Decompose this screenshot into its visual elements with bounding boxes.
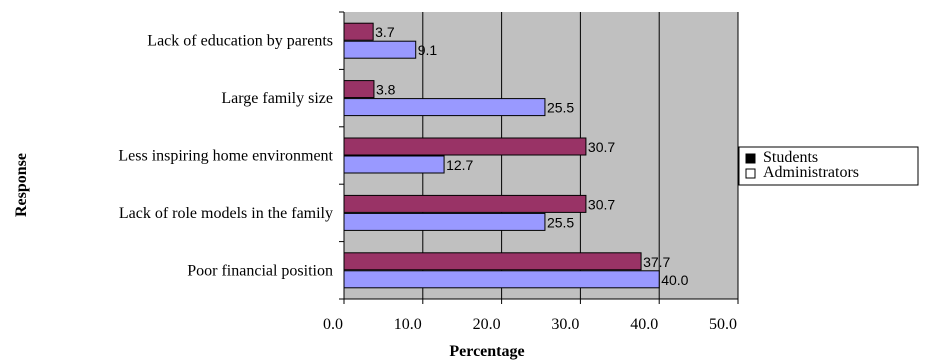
x-tick-label-5: 50.0 (709, 316, 737, 333)
category-label-poor-financial-position: Poor financial position (187, 262, 333, 279)
value-label-students-large-family-size: 3.8 (376, 82, 396, 98)
category-label-less-inspiring-home-environment: Less inspiring home environment (118, 148, 333, 165)
legend-marker-students (745, 153, 756, 164)
category-label-lack-of-role-models-in-the-family: Lack of role models in the family (119, 205, 333, 222)
bar-students-large-family-size (343, 80, 375, 99)
value-label-students-lack-of-role-models-in-the-family: 30.7 (588, 196, 615, 212)
bar-administrators-lack-of-role-models-in-the-family (343, 212, 546, 231)
category-label-lack-of-education-by-parents: Lack of education by parents (147, 33, 333, 50)
value-label-students-poor-financial-position: 37.7 (643, 254, 670, 270)
x-axis-title: Percentage (449, 343, 524, 360)
legend: Students Administrators (738, 146, 919, 186)
value-label-administrators-lack-of-education-by-parents: 9.1 (418, 42, 438, 58)
legend-label-administrators: Administrators (763, 164, 859, 181)
legend-box (738, 146, 919, 186)
bar-administrators-large-family-size (343, 98, 546, 117)
value-label-administrators-less-inspiring-home-environment: 12.7 (446, 157, 473, 173)
x-tick-label-1: 10.0 (394, 316, 422, 333)
value-label-administrators-large-family-size: 25.5 (547, 100, 574, 116)
value-label-administrators-poor-financial-position: 40.0 (661, 272, 688, 288)
legend-marker-administrators (745, 168, 756, 179)
x-tick-label-2: 20.0 (473, 316, 501, 333)
value-label-students-lack-of-education-by-parents: 3.7 (375, 24, 395, 40)
bar-administrators-lack-of-education-by-parents (343, 40, 417, 59)
bar-administrators-less-inspiring-home-environment (343, 155, 445, 174)
x-tick-label-4: 40.0 (630, 316, 658, 333)
category-label-large-family-size: Large family size (221, 90, 333, 107)
legend-label-students: Students (763, 149, 818, 166)
bar-students-poor-financial-position (343, 252, 642, 271)
bar-students-less-inspiring-home-environment (343, 137, 587, 156)
bar-administrators-poor-financial-position (343, 270, 660, 289)
value-label-administrators-lack-of-role-models-in-the-family: 25.5 (547, 214, 574, 230)
y-axis-title: Response (13, 153, 30, 217)
value-label-students-less-inspiring-home-environment: 30.7 (588, 139, 615, 155)
x-tick-label-0: 0.0 (323, 316, 343, 333)
x-tick-label-3: 30.0 (551, 316, 579, 333)
bar-students-lack-of-education-by-parents (343, 22, 374, 41)
bar-students-lack-of-role-models-in-the-family (343, 194, 587, 213)
